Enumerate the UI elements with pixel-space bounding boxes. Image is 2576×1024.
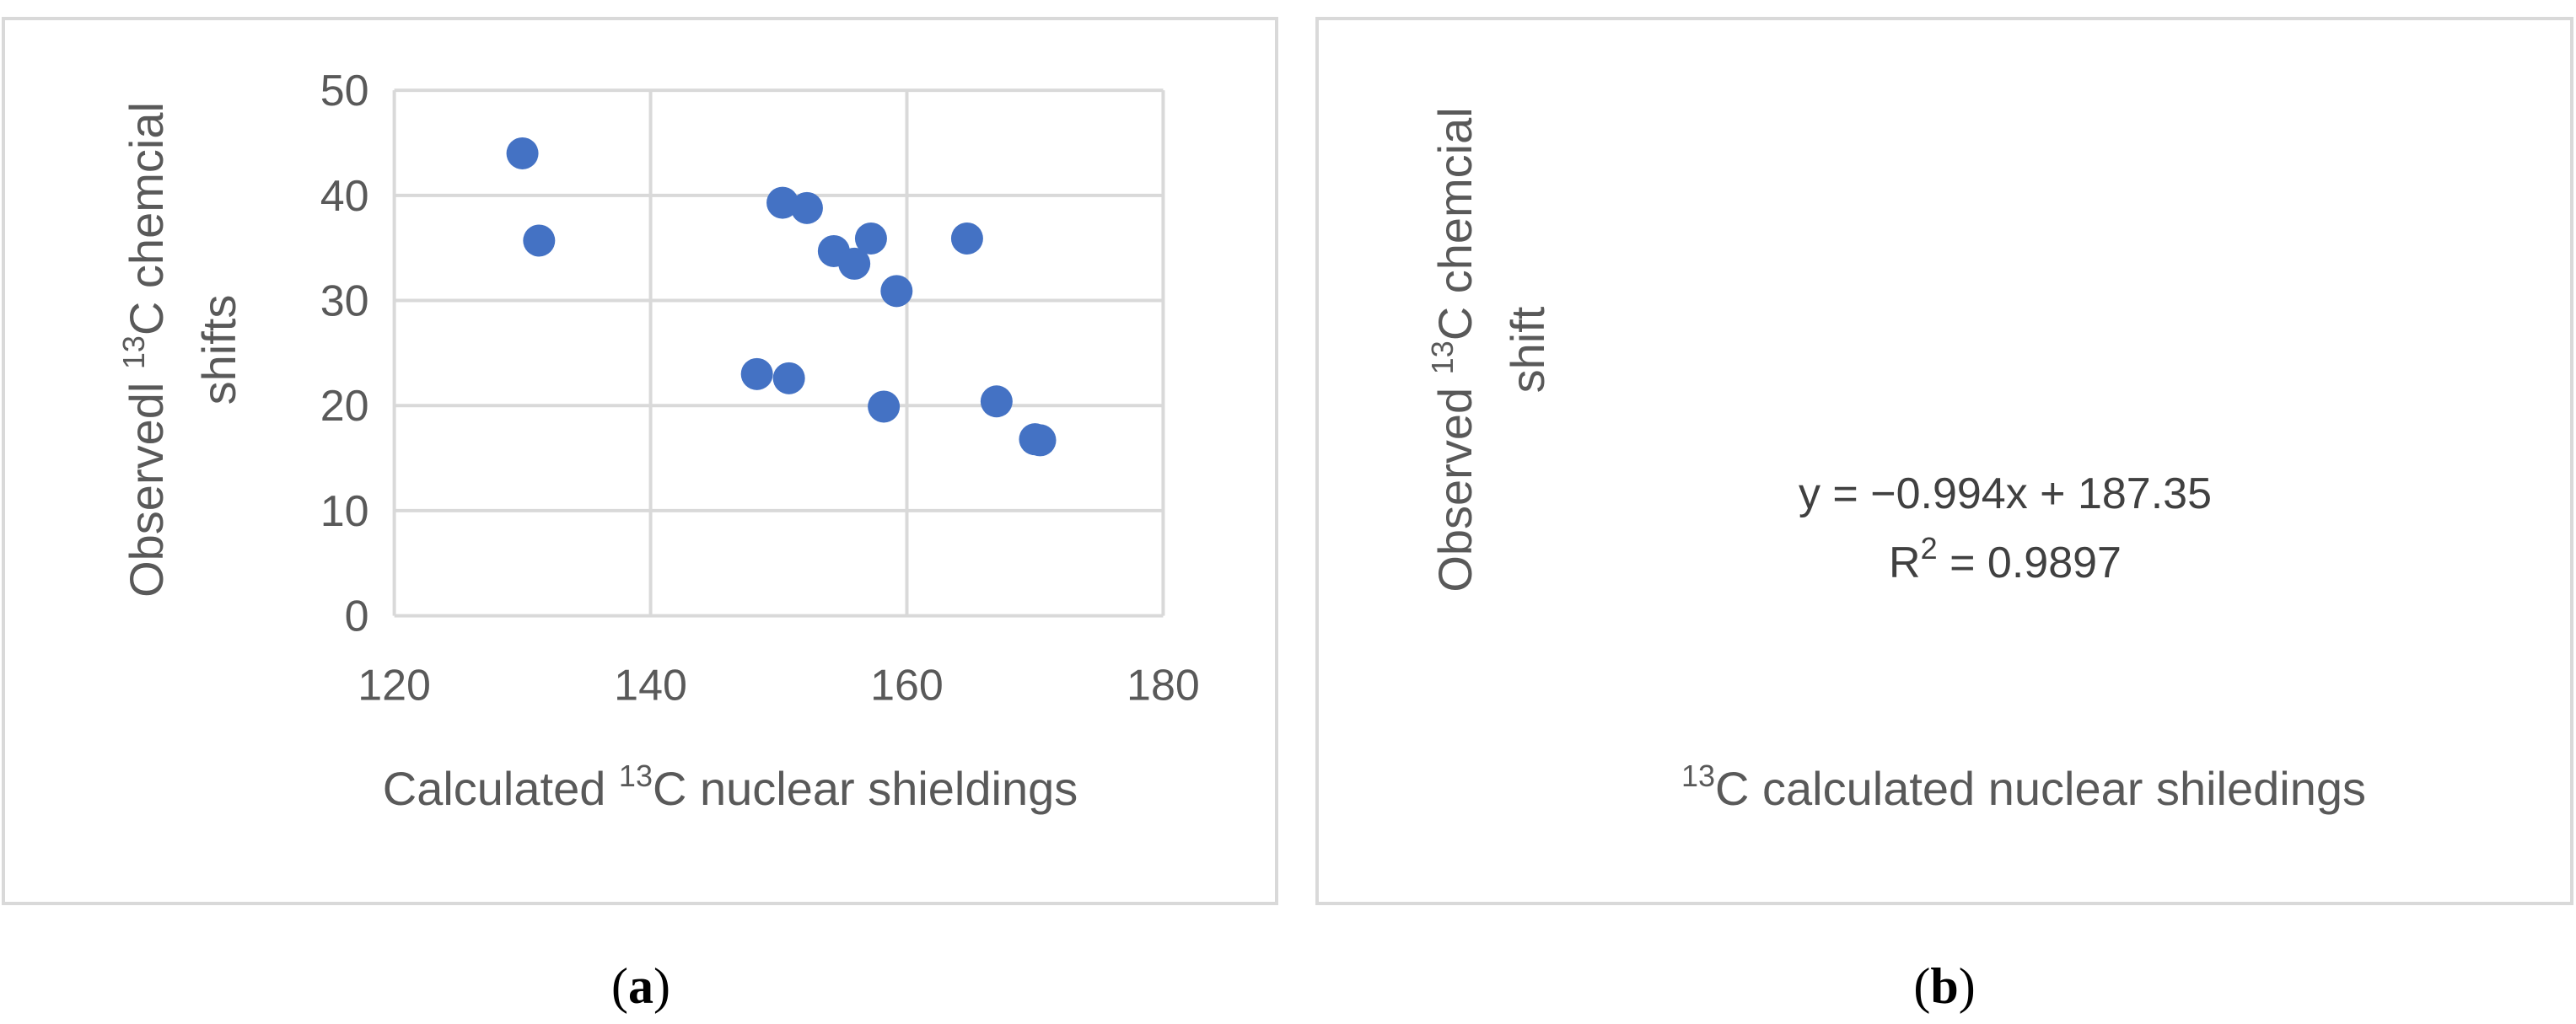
chart-panel-a: 0 10 20 30 40 50 120 140 160 180 Calculated 13C … — [2, 17, 1278, 905]
chart-a-y-axis-label-line1: Observedl 13C chemcial — [116, 102, 173, 598]
data-point — [838, 247, 871, 280]
panel-label-a: (a) — [611, 958, 670, 1014]
data-point — [950, 222, 983, 255]
x-tick-label: 140 — [614, 662, 687, 710]
data-point — [854, 222, 887, 255]
chart-a-y-ticks: 0 10 20 30 40 50 — [320, 67, 369, 641]
chart-b-frame — [1315, 17, 2573, 905]
chart-b-trend-equation: y = −0.994x + 187.35 — [1799, 469, 2212, 518]
chart-b-x-axis-label: 13C calculated nuclear shiledings — [1681, 759, 2366, 815]
chart-b-y-axis-label-line2: shift — [1501, 306, 1554, 393]
data-point — [880, 275, 913, 308]
chart-a-frame — [2, 17, 1278, 905]
data-point — [980, 385, 1013, 418]
x-tick-label: 120 — [358, 662, 431, 710]
data-point — [790, 191, 823, 224]
y-tick-label: 40 — [320, 172, 369, 221]
chart-a-points — [506, 137, 1057, 457]
data-point — [523, 224, 556, 257]
data-point — [740, 357, 773, 390]
x-tick-label: 160 — [870, 662, 944, 710]
x-tick-label: 180 — [1127, 662, 1200, 710]
panel-label-b: (b) — [1913, 958, 1975, 1014]
data-point — [766, 186, 799, 219]
y-tick-label: 20 — [320, 382, 369, 431]
data-point — [1024, 424, 1057, 457]
chart-b-r-squared: R2 = 0.9897 — [1889, 531, 2122, 587]
y-tick-label: 50 — [320, 67, 369, 115]
chart-b-y-axis-label-line1: Observed 13C chemcial — [1425, 107, 1482, 592]
y-tick-label: 0 — [345, 592, 369, 641]
data-point — [506, 137, 539, 169]
data-point — [772, 362, 805, 394]
chart-a-x-ticks: 120 140 160 180 — [358, 662, 1200, 710]
y-tick-label: 30 — [320, 277, 369, 326]
chart-a-y-axis-label-line2: shifts — [192, 295, 245, 405]
chart-a-gridlines — [392, 88, 1165, 618]
y-tick-label: 10 — [320, 487, 369, 536]
chart-a-x-axis-label: Calculated 13C nuclear shieldings — [383, 759, 1078, 815]
data-point — [868, 390, 901, 423]
